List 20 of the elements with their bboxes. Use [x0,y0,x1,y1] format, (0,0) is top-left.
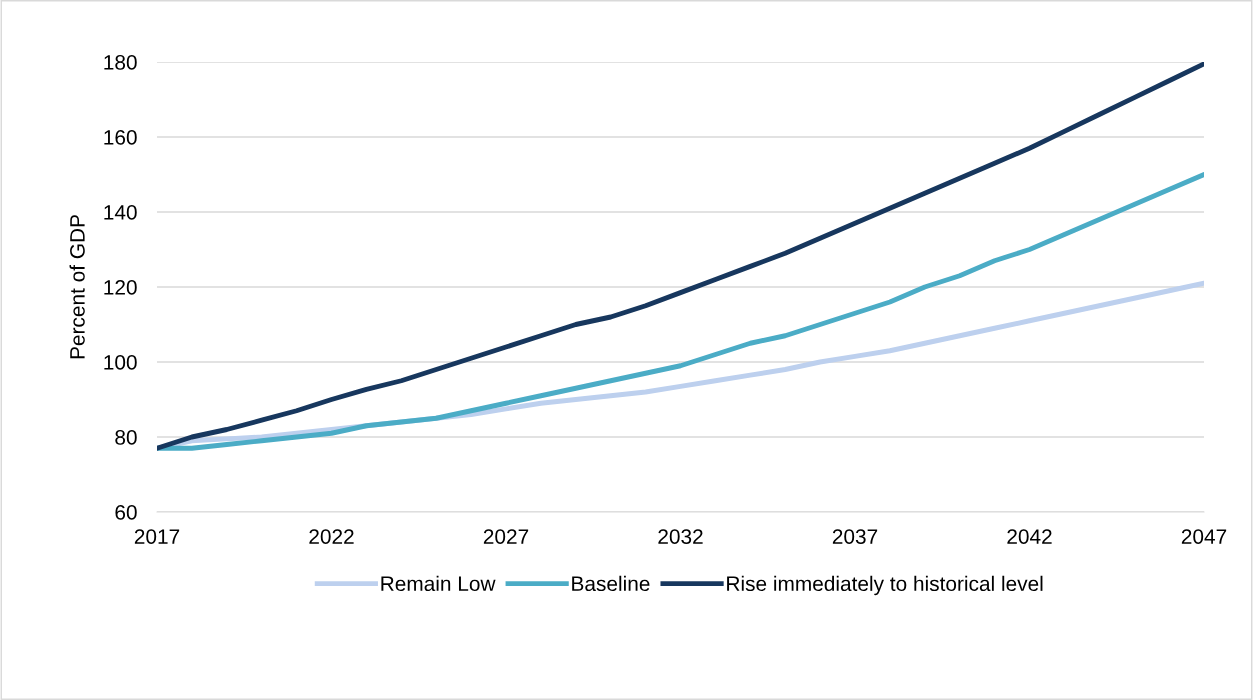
y-axis-title: Percent of GDP [69,215,85,359]
y-tick-label: 160 [104,130,137,145]
x-tick-label: 2022 [309,529,354,544]
x-tick-label: 2017 [134,529,180,544]
x-tick-label: 2032 [658,529,703,544]
y-tick-label: 120 [104,280,137,295]
line-series [157,172,1204,451]
legend-label: Rise immediately to historical level [727,575,1043,596]
legend-label: Baseline [572,575,650,592]
y-tick-label: 140 [104,205,137,220]
y-tick-label: 60 [115,505,137,520]
y-tick-label: 80 [115,430,137,445]
legend-label: Remain Low [381,575,496,592]
x-tick-label: 2042 [1007,529,1052,544]
line-series [157,62,1204,451]
x-tick-label: 2047 [1181,529,1227,544]
x-tick-label: 2027 [483,529,529,544]
y-tick-label: 100 [104,355,137,370]
y-tick-label: 180 [104,55,137,70]
x-tick-label: 2037 [832,529,878,544]
